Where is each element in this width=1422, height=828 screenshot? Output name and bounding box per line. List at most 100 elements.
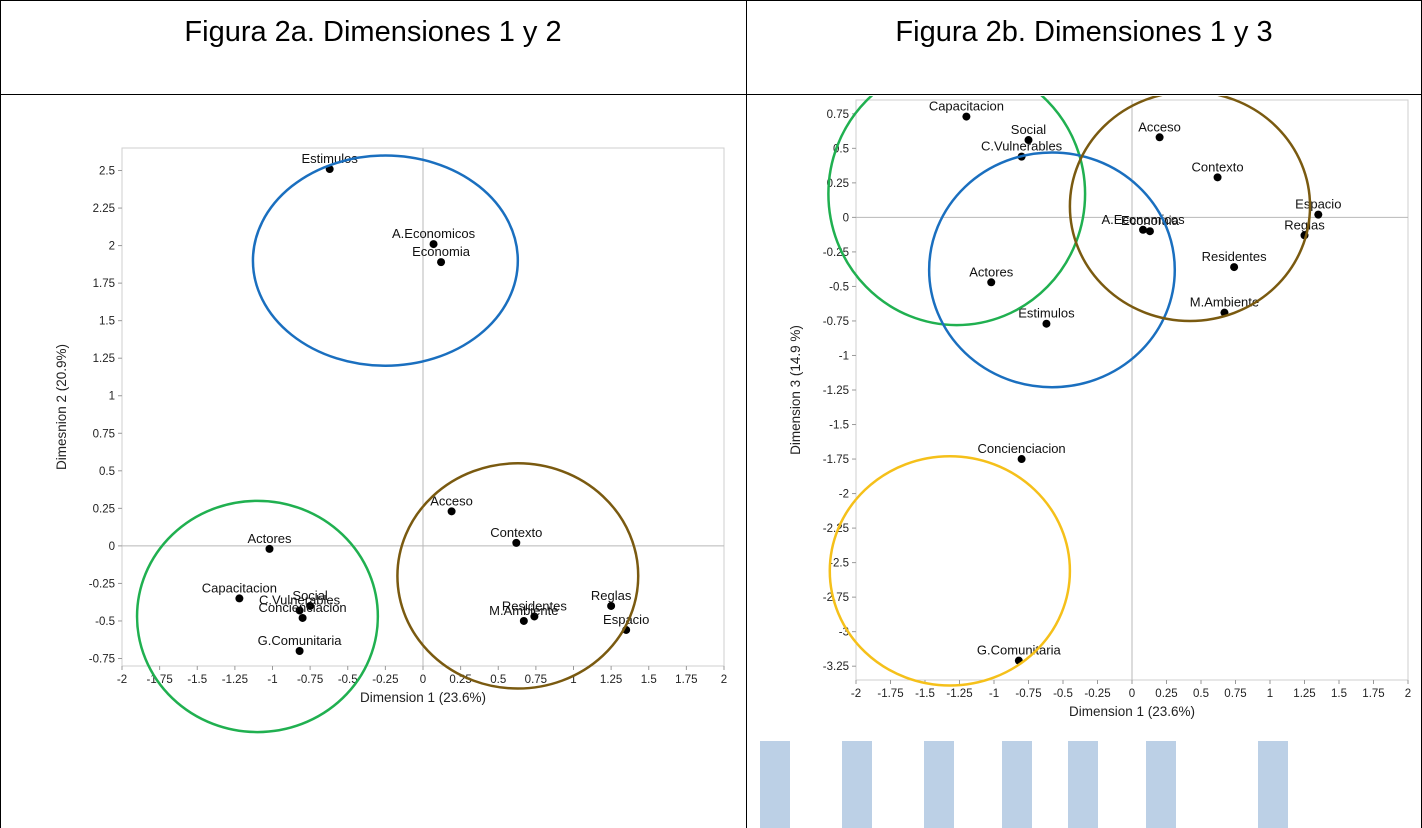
y-tick-label: 2.5 bbox=[99, 166, 115, 178]
x-tick-label: -1 bbox=[267, 674, 277, 686]
data-point bbox=[295, 646, 304, 655]
y-tick-label: 0.5 bbox=[99, 466, 115, 478]
data-point-label: A.Economicos bbox=[392, 226, 476, 241]
x-tick-label: -0.75 bbox=[1015, 688, 1041, 700]
y-tick-label: -0.25 bbox=[89, 578, 115, 590]
y-tick-label: 0.75 bbox=[93, 428, 115, 440]
data-point-label: M.Ambiente bbox=[1190, 295, 1259, 310]
y-axis-label: Dimension 3 (14.9 %) bbox=[788, 325, 803, 455]
data-point-label: Residentes bbox=[1202, 249, 1268, 264]
x-tick-label: 1.25 bbox=[1293, 688, 1315, 700]
data-point-label: Social bbox=[292, 588, 328, 603]
x-tick-label: 1.75 bbox=[1362, 688, 1384, 700]
data-point-label: Capacitacion bbox=[202, 580, 277, 595]
x-tick-label: -1.25 bbox=[222, 674, 248, 686]
data-point bbox=[962, 112, 971, 121]
cluster-ellipse-green bbox=[827, 96, 1087, 327]
x-tick-label: 0 bbox=[1129, 688, 1135, 700]
y-tick-label: -0.75 bbox=[823, 316, 849, 328]
x-tick-label: 1 bbox=[570, 674, 576, 686]
x-tick-label: -2 bbox=[851, 688, 861, 700]
data-point-label: G.Comunitaria bbox=[977, 643, 1062, 658]
chart-dimensions-1-2: -2 -1.75 -1.5 -1.25 -1 -0.75 -0.5 -0.25 0 0.25 0.5… bbox=[54, 147, 727, 734]
data-point bbox=[295, 606, 304, 615]
data-point-label: Reglas bbox=[591, 588, 632, 603]
data-point-label: Concienciacion bbox=[978, 441, 1066, 456]
cluster-ellipse-blue bbox=[251, 154, 520, 367]
data-point bbox=[607, 601, 616, 610]
data-point-label: Economia bbox=[1121, 213, 1180, 228]
data-point bbox=[1213, 173, 1222, 182]
data-point bbox=[1017, 455, 1026, 464]
data-point-label: Estimulos bbox=[302, 151, 359, 166]
y-tick-label: 2.25 bbox=[93, 203, 115, 215]
x-tick-label: -0.5 bbox=[338, 674, 358, 686]
data-point bbox=[519, 616, 528, 625]
x-tick-label: 0.5 bbox=[490, 674, 506, 686]
data-point-label: Actores bbox=[247, 531, 292, 546]
x-tick-label: -1.75 bbox=[877, 688, 903, 700]
x-tick-label: -1 bbox=[989, 688, 999, 700]
data-point-label: Concienciacion bbox=[259, 600, 347, 615]
x-tick-label: 0.25 bbox=[1155, 688, 1177, 700]
y-tick-label: -1.25 bbox=[823, 385, 849, 397]
figure-2a-title: Figura 2a. Dimensiones 1 y 2 bbox=[184, 16, 562, 48]
x-tick-label: 1.5 bbox=[641, 674, 657, 686]
y-tick-label: -1.5 bbox=[829, 420, 849, 432]
cluster-ellipse-blue bbox=[927, 151, 1177, 389]
x-tick-label: -0.75 bbox=[297, 674, 323, 686]
data-point bbox=[512, 538, 521, 547]
y-axis-label: Dimesnion 2 (20.9%) bbox=[54, 344, 69, 470]
cluster-ellipse-brown bbox=[396, 462, 640, 690]
y-tick-label: -0.5 bbox=[829, 281, 849, 293]
y-tick-label: 0.25 bbox=[827, 178, 849, 190]
data-point-label: Capacitacion bbox=[929, 99, 1004, 114]
data-point bbox=[298, 613, 307, 622]
y-tick-label: 1 bbox=[109, 391, 115, 403]
x-tick-label: 1.5 bbox=[1331, 688, 1347, 700]
data-point-label: Contexto bbox=[490, 525, 542, 540]
x-axis-label: Dimension 1 (23.6%) bbox=[360, 690, 486, 705]
y-tick-label: -1.75 bbox=[823, 454, 849, 466]
x-tick-label: 0.75 bbox=[1224, 688, 1246, 700]
data-point-label: C.Vulnerables bbox=[981, 139, 1063, 154]
y-tick-label: 0 bbox=[109, 541, 115, 553]
data-point-label: Social bbox=[1011, 122, 1047, 137]
y-tick-label: -3 bbox=[839, 627, 849, 639]
data-point-label: Contexto bbox=[1192, 159, 1244, 174]
data-point bbox=[1024, 136, 1033, 145]
y-tick-label: -0.5 bbox=[95, 616, 115, 628]
y-tick-label: 1.75 bbox=[93, 278, 115, 290]
x-tick-label: 0 bbox=[420, 674, 426, 686]
data-point-label: Actores bbox=[969, 264, 1014, 279]
data-point-label: C.Vulnerables bbox=[259, 592, 341, 607]
data-point bbox=[1042, 319, 1051, 328]
y-tick-label: 1.5 bbox=[99, 316, 115, 328]
data-point bbox=[429, 240, 438, 249]
x-tick-label: 2 bbox=[721, 674, 727, 686]
x-tick-label: -1.5 bbox=[915, 688, 935, 700]
x-tick-label: 1 bbox=[1267, 688, 1273, 700]
x-tick-label: -0.25 bbox=[372, 674, 398, 686]
data-point-label: M.Ambiente bbox=[489, 603, 558, 618]
data-point bbox=[235, 594, 244, 603]
y-tick-label: 1.25 bbox=[93, 353, 115, 365]
x-tick-label: 2 bbox=[1405, 688, 1411, 700]
data-point bbox=[1155, 133, 1164, 142]
data-point-label: Reglas bbox=[1284, 217, 1325, 232]
watermark bbox=[760, 741, 1288, 828]
x-tick-label: -0.25 bbox=[1084, 688, 1110, 700]
y-tick-label: -2.5 bbox=[829, 558, 849, 570]
data-point bbox=[987, 278, 996, 287]
y-tick-label: -1 bbox=[839, 350, 849, 362]
data-point-label: Economia bbox=[412, 244, 471, 259]
data-point bbox=[1139, 225, 1148, 234]
x-tick-label: -1.25 bbox=[946, 688, 972, 700]
y-tick-label: 2 bbox=[109, 241, 115, 253]
y-tick-label: 0 bbox=[843, 212, 849, 224]
y-tick-label: -2.25 bbox=[823, 523, 849, 535]
x-tick-label: -2 bbox=[117, 674, 127, 686]
data-point bbox=[306, 601, 315, 610]
data-point bbox=[265, 544, 274, 553]
data-point-label: Estimulos bbox=[1018, 306, 1075, 321]
